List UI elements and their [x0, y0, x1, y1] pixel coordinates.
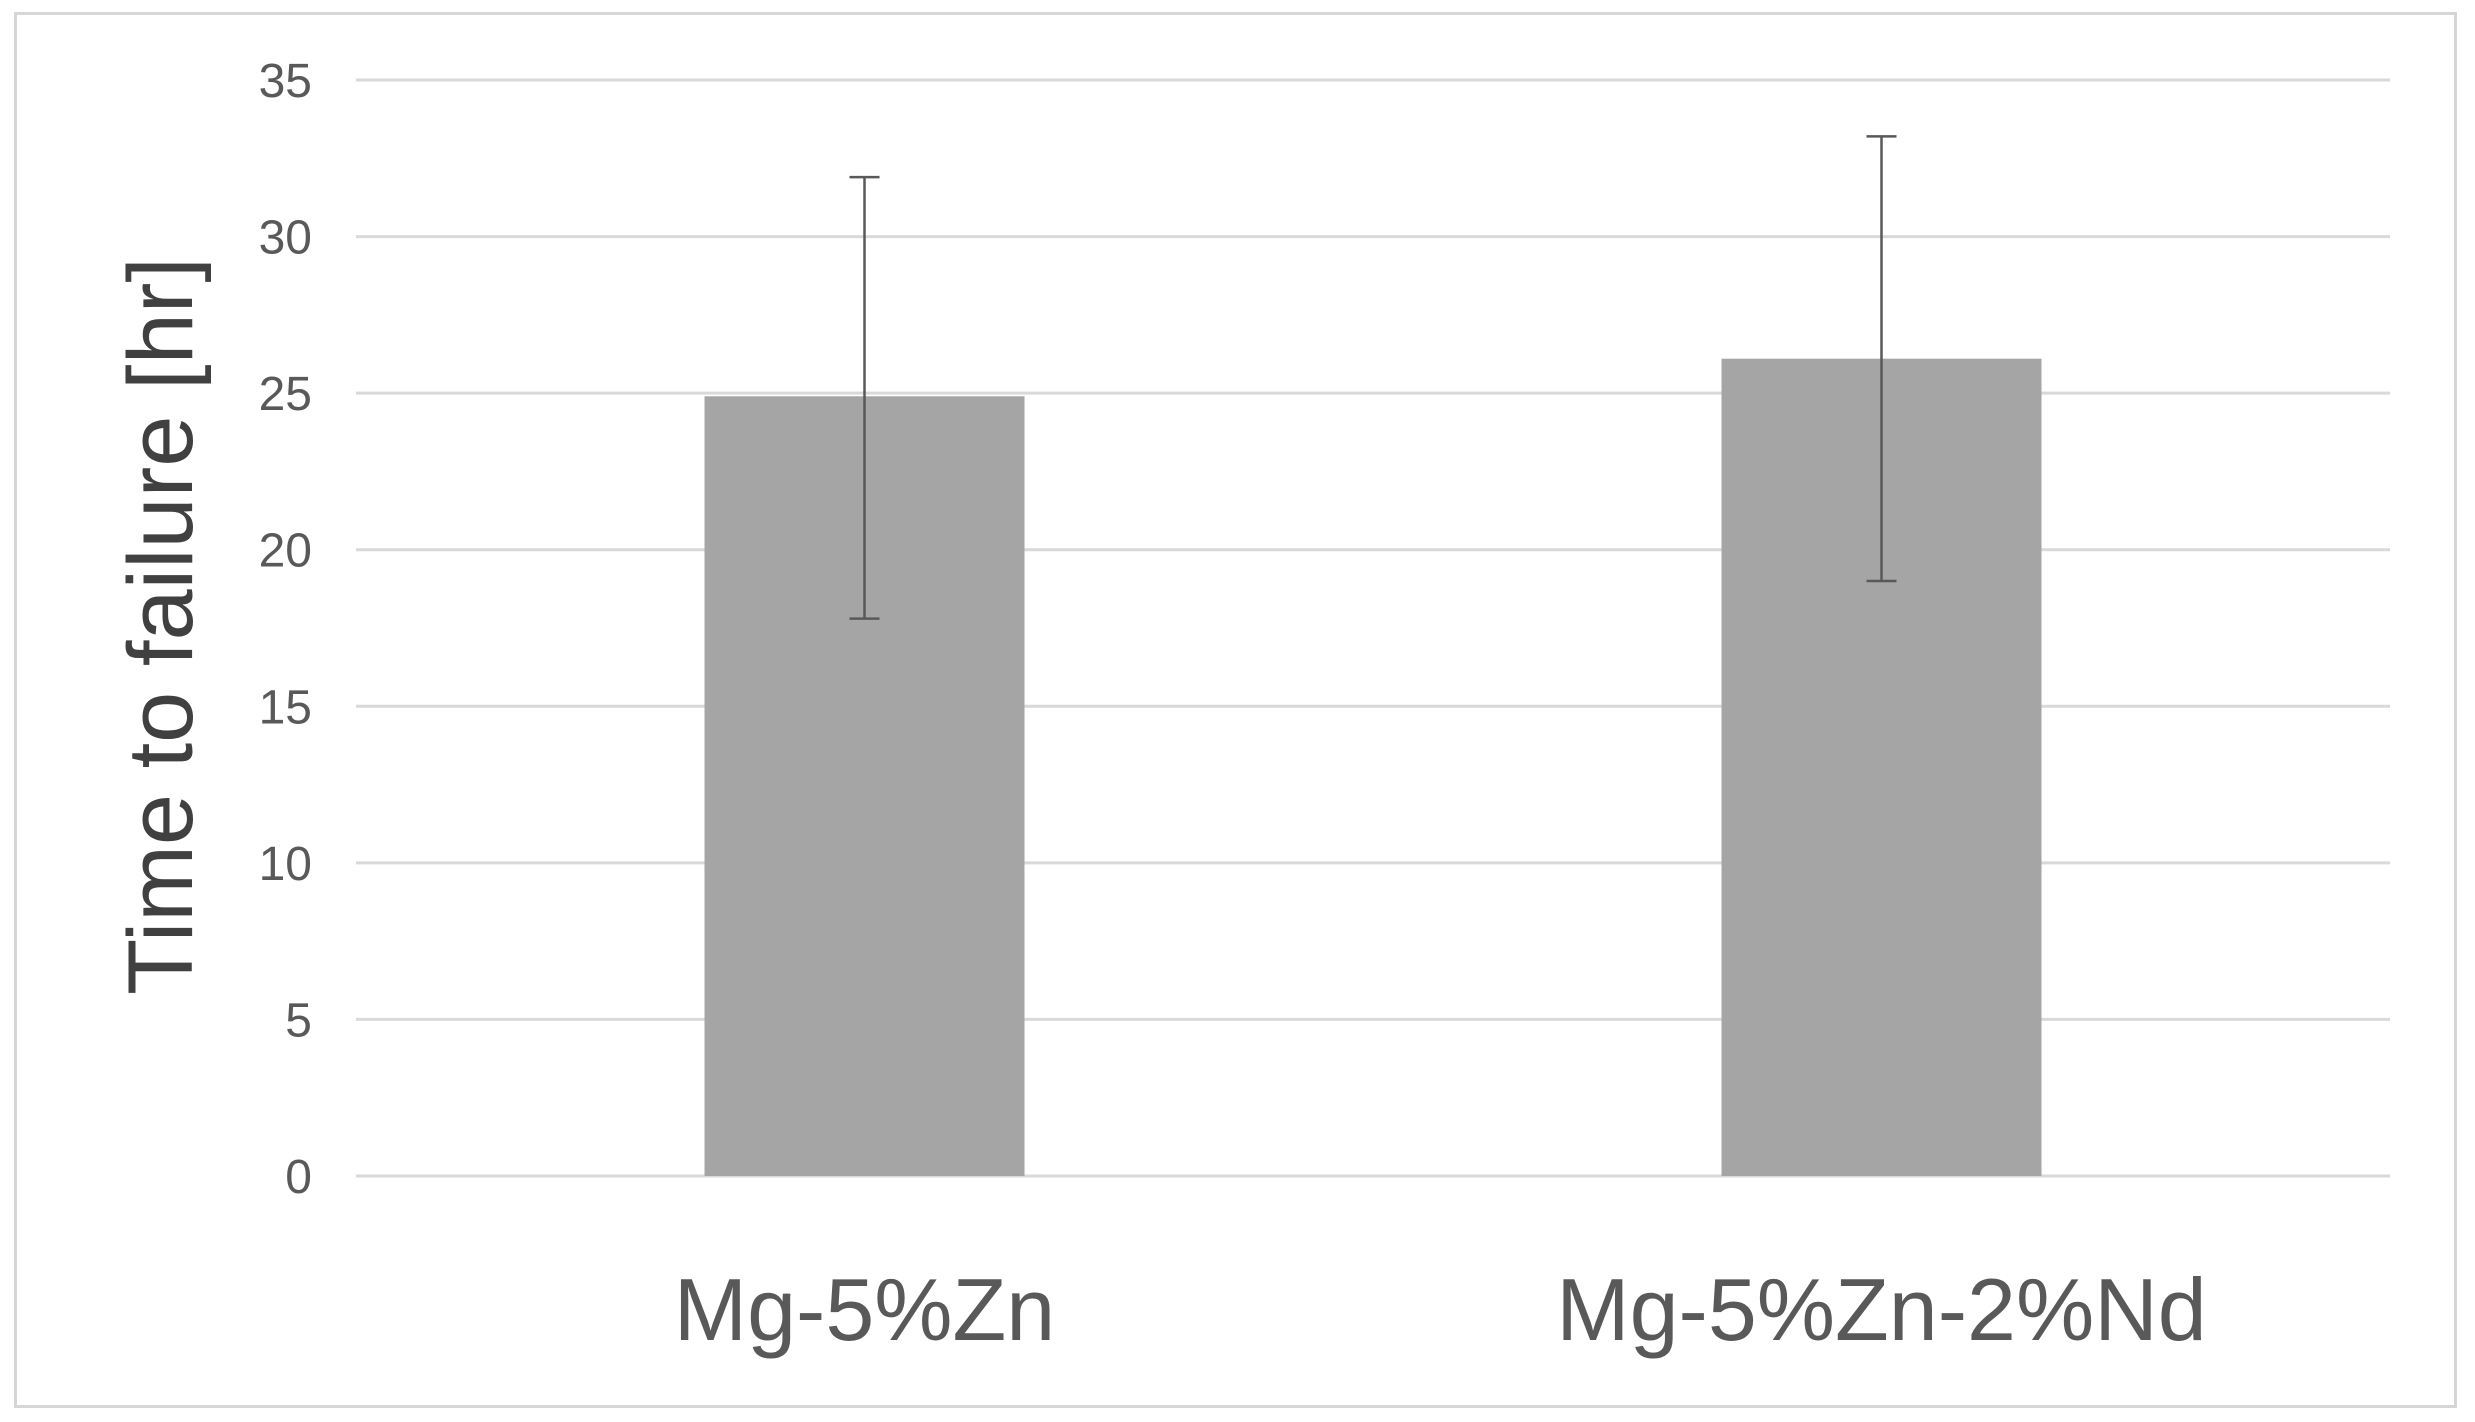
y-tick-label: 20: [259, 525, 312, 578]
category-label-2: Mg-5%Zn-2%Nd: [1556, 1260, 2206, 1359]
y-tick-label: 0: [285, 1151, 312, 1204]
gridlines: [356, 78, 2390, 1178]
y-tick-label: 30: [259, 212, 312, 265]
y-tick-label: 10: [259, 838, 312, 891]
y-axis-title: Time to failure [hr]: [110, 257, 212, 995]
category-label-1: Mg-5%Zn: [674, 1260, 1055, 1359]
y-tick-label: 15: [259, 681, 312, 734]
error-bar-2: [1866, 135, 1897, 583]
y-tick-label: 35: [259, 55, 312, 108]
y-tick-label: 25: [259, 368, 312, 421]
y-tick-labels: 0 5 10 15 20 25 30 35: [259, 55, 312, 1204]
category-labels: Mg-5%Zn Mg-5%Zn-2%Nd: [674, 1260, 2207, 1359]
bars: [704, 358, 2042, 1176]
error-bar-1: [849, 175, 880, 620]
y-tick-label: 5: [285, 994, 312, 1047]
error-bars: [849, 135, 1897, 620]
